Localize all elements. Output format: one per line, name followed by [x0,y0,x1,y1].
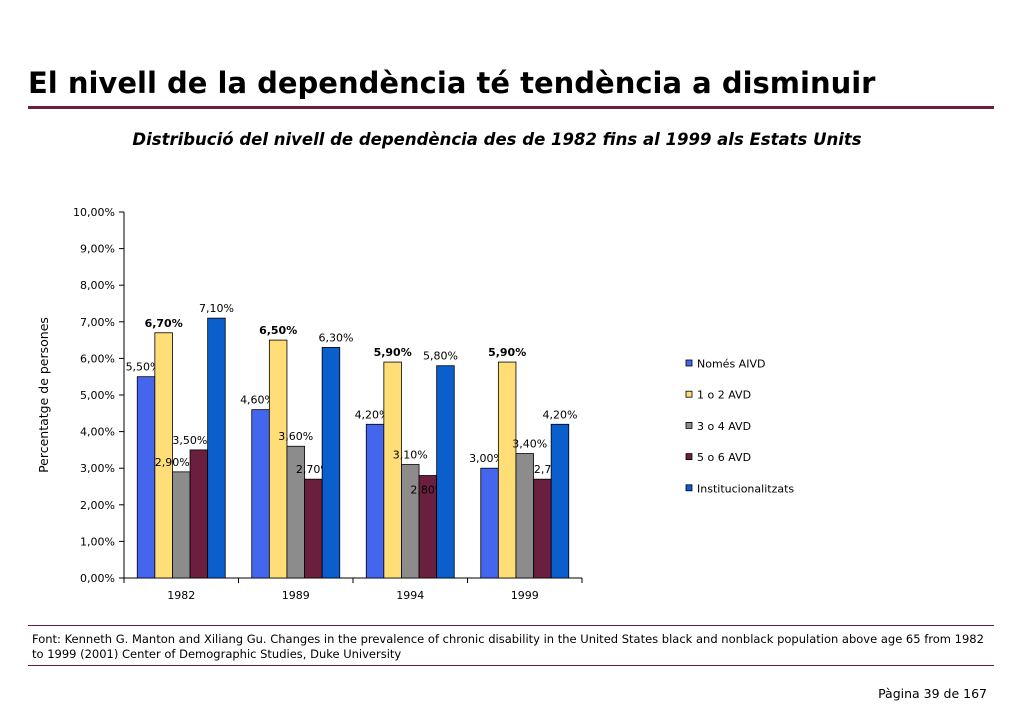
legend-label: 3 o 4 AVD [697,420,751,433]
data-label: 5,90% [374,346,412,359]
legend-label: Institucionalitzats [697,482,794,495]
legend-swatch [685,359,693,367]
y-tick-label: 6,00% [80,352,115,365]
bar [480,467,499,579]
chart-subtitle-text: Distribució del nivell de dependència de… [132,130,862,149]
x-tick-label: 1999 [511,589,539,602]
bar [497,361,517,579]
data-label: 5,50% [126,361,161,374]
y-tick-label: 9,00% [80,243,115,256]
y-tick-label: 2,00% [80,499,115,512]
source-note: Font: Kenneth G. Manton and Xiliang Gu. … [32,632,984,661]
page-number: Pàgina 39 de 167 [878,686,987,701]
source-divider-bottom [28,665,994,666]
bar [304,478,323,579]
data-label: 5,80% [423,350,458,363]
data-label: 3,50% [172,434,207,447]
bar [383,361,402,579]
y-tick-label: 7,00% [80,316,115,329]
legend-label: Només AIVD [697,358,765,371]
bar [189,449,209,579]
legend-swatch [685,421,693,429]
bar [268,339,288,579]
bar-chart: 0,00% 1,00% 2,00% 3,00% 4,00% 5,00% 6,00% 7,00%… [36,206,794,602]
data-label: 3,00% [469,452,504,465]
data-label: 2,90% [155,456,190,469]
chart-subtitle: Distribució del nivell de dependència de… [0,130,966,149]
data-label: 4,20% [542,408,577,421]
source-divider-top [28,625,994,626]
bar [136,376,156,579]
y-tick-label: 0,00% [80,572,115,585]
x-tick-label: 1982 [167,589,195,602]
legend-swatch [685,453,693,461]
bar [172,471,191,579]
legend-swatch [685,390,693,398]
y-axis-title: Percentatge de persones [36,317,51,473]
bar [515,453,534,579]
bar [365,423,385,579]
data-label: 5,90% [488,346,526,359]
legend-label: 5 o 6 AVD [697,451,751,464]
legend-label: 1 o 2 AVD [697,389,751,402]
data-label: 6,50% [259,324,297,337]
bar [533,478,552,579]
y-tick-label: 4,00% [80,426,115,439]
bar [154,332,173,579]
y-tick-label: 5,00% [80,389,115,402]
bar [207,317,226,579]
bar [321,347,341,579]
x-tick-label: 1994 [396,589,424,602]
y-tick-label: 1,00% [80,535,115,548]
data-label: 6,30% [318,331,353,344]
bar [550,423,570,579]
data-label: 3,10% [393,449,428,462]
legend-swatch [685,484,693,492]
data-label: 7,10% [199,302,234,315]
data-label: 3,60% [278,430,313,443]
title-divider [28,106,994,109]
slide-title: El nivell de la dependència té tendència… [28,66,876,100]
data-label: 4,60% [240,394,275,407]
y-tick-label: 8,00% [80,279,115,292]
y-tick-label: 10,00% [73,206,115,219]
data-label: 3,40% [512,438,547,451]
y-tick-label: 3,00% [80,462,115,475]
x-tick-label: 1989 [282,589,310,602]
bar [401,464,420,579]
bar [251,409,270,579]
data-label: 6,70% [145,317,183,330]
data-label: 4,20% [355,408,390,421]
bar [436,365,455,579]
